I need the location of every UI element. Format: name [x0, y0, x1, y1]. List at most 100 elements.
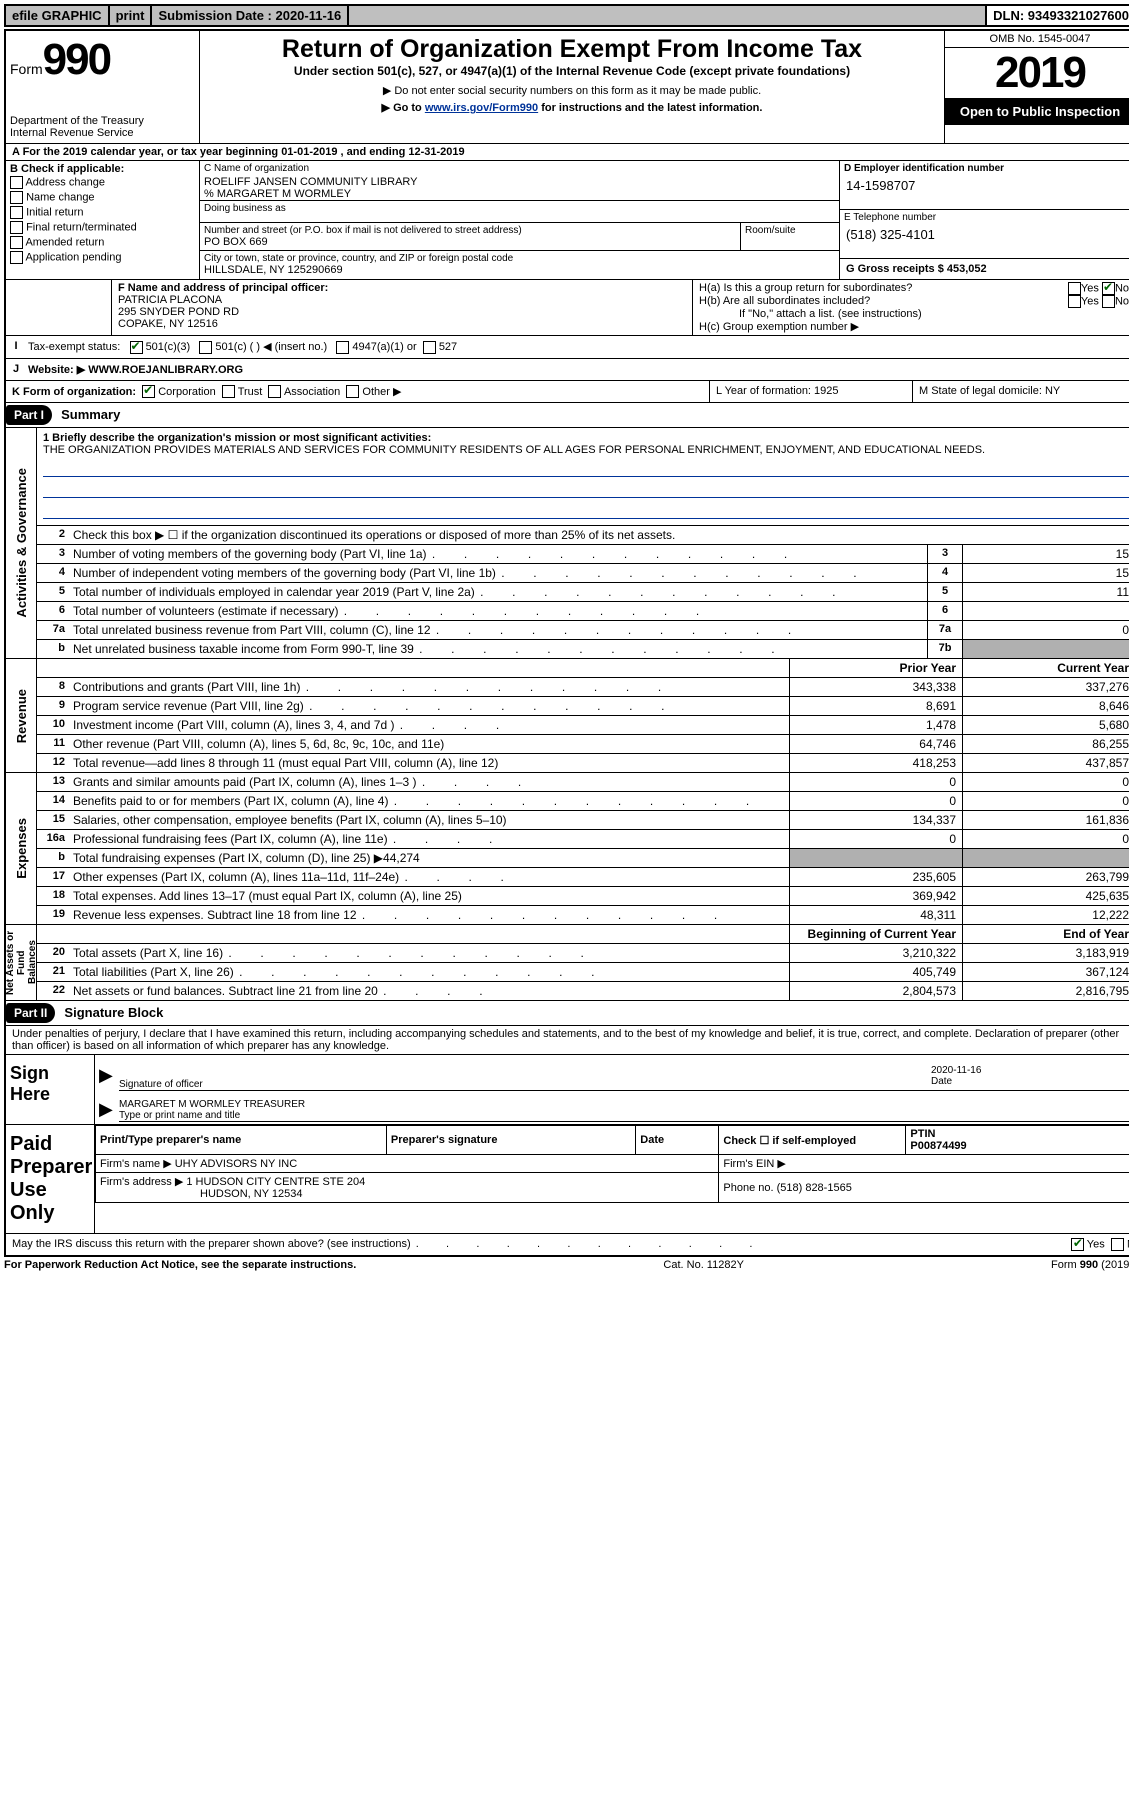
ha-no-checkbox[interactable]: [1102, 282, 1115, 295]
ha-yes-checkbox[interactable]: [1068, 282, 1081, 295]
form-title: Return of Organization Exempt From Incom…: [204, 35, 940, 64]
cb-other[interactable]: [346, 385, 359, 398]
line12-prior: 418,253: [789, 754, 962, 772]
hb-label: H(b) Are all subordinates included?: [699, 295, 870, 308]
line3-val: 15: [962, 545, 1129, 563]
line10-curr: 5,680: [962, 716, 1129, 734]
addr-label: Number and street (or P.O. box if mail i…: [204, 225, 736, 236]
side-ag-label: Activities & Governance: [12, 464, 31, 622]
line6-val: [962, 602, 1129, 620]
end-year-header: End of Year: [962, 925, 1129, 943]
prep-date-header: Date: [636, 1126, 719, 1155]
website-row: Website: ▶ WWW.ROEJANLIBRARY.ORG: [26, 359, 1129, 380]
penalties-statement: Under penalties of perjury, I declare th…: [6, 1026, 1129, 1054]
line14-prior: 0: [789, 792, 962, 810]
discuss-yes-checkbox[interactable]: [1071, 1238, 1084, 1251]
officer-city: COPAKE, NY 12516: [118, 318, 686, 330]
cb-527[interactable]: [423, 341, 436, 354]
officer-signature-field[interactable]: Signature of officer: [119, 1065, 923, 1091]
side-net-assets: Net Assets or Fund Balances: [6, 925, 37, 1000]
discuss-no-checkbox[interactable]: [1111, 1238, 1124, 1251]
part2-title: Signature Block: [58, 1005, 163, 1020]
b-label: B Check if applicable:: [10, 163, 195, 175]
line16b-prior: [789, 849, 962, 867]
lbl-trust: Trust: [238, 386, 263, 398]
gross-receipts: G Gross receipts $ 453,052: [840, 258, 1129, 279]
dln-label: DLN: 93493321027600: [987, 6, 1129, 25]
cb-initial-return-label: Initial return: [26, 206, 83, 218]
irs-label: Internal Revenue Service: [10, 127, 195, 139]
preparer-table: Print/Type preparer's name Preparer's si…: [95, 1125, 1129, 1203]
form-note2: ▶ Go to www.irs.gov/Form990 for instruct…: [204, 101, 940, 114]
line9-desc: Program service revenue (Part VIII, line…: [71, 697, 789, 715]
org-city: HILLSDALE, NY 125290669: [204, 264, 835, 276]
form-990-container: Form990 Department of the Treasury Inter…: [4, 29, 1129, 1257]
discuss-answer: Yes No: [981, 1238, 1129, 1251]
line10-prior: 1,478: [789, 716, 962, 734]
period-line: A For the 2019 calendar year, or tax yea…: [6, 143, 1129, 160]
k-label: K Form of organization:: [12, 386, 136, 398]
print-button[interactable]: print: [110, 6, 153, 25]
cb-application-pending-label: Application pending: [25, 251, 121, 263]
section-h: H(a) Is this a group return for subordin…: [692, 280, 1129, 335]
hb-no-checkbox[interactable]: [1102, 295, 1115, 308]
line6-box: 6: [927, 602, 962, 620]
line11-desc: Other revenue (Part VIII, column (A), li…: [71, 735, 789, 753]
line17-prior: 235,605: [789, 868, 962, 886]
dept-label: Department of the Treasury: [10, 115, 195, 127]
line22-begin: 2,804,573: [789, 982, 962, 1000]
line3-box: 3: [927, 545, 962, 563]
firm-ein-cell: Firm's EIN ▶: [719, 1155, 1129, 1173]
discuss-question: May the IRS discuss this return with the…: [12, 1238, 981, 1251]
cb-501c3[interactable]: [130, 341, 143, 354]
firm-address-cell: Firm's address ▶ 1 HUDSON CITY CENTRE ST…: [96, 1173, 719, 1203]
cb-trust[interactable]: [222, 385, 235, 398]
cb-application-pending[interactable]: Application pending: [10, 250, 195, 265]
firm-name-cell: Firm's name ▶ UHY ADVISORS NY INC: [96, 1155, 719, 1173]
omb-year-block: OMB No. 1545-0047 2019 Open to Public In…: [944, 31, 1129, 143]
officer-name-field: MARGARET M WORMLEY TREASURER Type or pri…: [119, 1099, 1129, 1122]
line22-end: 2,816,795: [962, 982, 1129, 1000]
sig-date-value: 2020-11-16: [931, 1065, 1129, 1076]
cb-final-return[interactable]: Final return/terminated: [10, 220, 195, 235]
officer-name: PATRICIA PLACONA: [118, 294, 686, 306]
side-revenue: Revenue: [6, 659, 37, 772]
cb-amended-return[interactable]: Amended return: [10, 235, 195, 250]
firm-name-label: Firm's name ▶: [100, 1158, 175, 1170]
ptin-label: PTIN: [910, 1128, 935, 1140]
org-care-of: % MARGARET M WORMLEY: [200, 188, 839, 200]
form-number: 990: [43, 35, 110, 84]
line13-curr: 0: [962, 773, 1129, 791]
line5-val: 11: [962, 583, 1129, 601]
line9-prior: 8,691: [789, 697, 962, 715]
cb-initial-return[interactable]: Initial return: [10, 205, 195, 220]
line16a-curr: 0: [962, 830, 1129, 848]
cb-final-return-label: Final return/terminated: [26, 221, 137, 233]
hb-yes-checkbox[interactable]: [1068, 295, 1081, 308]
cb-501c[interactable]: [199, 341, 212, 354]
m-state-domicile: M State of legal domicile: NY: [912, 381, 1129, 403]
tax-exempt-status-row: Tax-exempt status: 501(c)(3) 501(c) ( ) …: [26, 336, 1129, 358]
cb-association[interactable]: [268, 385, 281, 398]
mission-blank-line: [43, 458, 1129, 477]
line19-prior: 48,311: [789, 906, 962, 924]
instructions-link[interactable]: www.irs.gov/Form990: [425, 102, 538, 114]
cb-name-change[interactable]: Name change: [10, 190, 195, 205]
cb-corporation[interactable]: [142, 385, 155, 398]
prep-selfemp-header: Check ☐ if self-employed: [719, 1126, 906, 1155]
line18-desc: Total expenses. Add lines 13–17 (must eq…: [71, 887, 789, 905]
line20-end: 3,183,919: [962, 944, 1129, 962]
cb-4947a1[interactable]: [336, 341, 349, 354]
line7a-box: 7a: [927, 621, 962, 639]
cb-address-change[interactable]: Address change: [10, 175, 195, 190]
topbar-spacer: [349, 6, 987, 25]
hb-note: If "No," attach a list. (see instruction…: [699, 308, 1129, 320]
c-name-label: C Name of organization: [200, 161, 839, 176]
form-id-block: Form990 Department of the Treasury Inter…: [6, 31, 200, 143]
cb-address-change-label: Address change: [25, 176, 105, 188]
part1-bar: Part I: [6, 405, 52, 425]
section-c-name-address: C Name of organization ROELIFF JANSEN CO…: [200, 161, 839, 279]
line10-desc: Investment income (Part VIII, column (A)…: [71, 716, 789, 734]
line19-curr: 12,222: [962, 906, 1129, 924]
efile-graphic-button[interactable]: efile GRAPHIC: [6, 6, 110, 25]
